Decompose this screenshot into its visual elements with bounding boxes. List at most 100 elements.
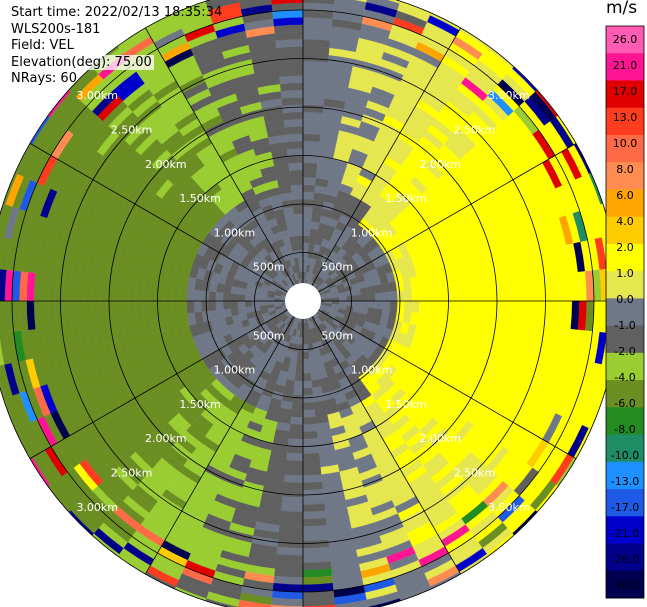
velocity-cell: [302, 510, 326, 520]
velocity-cell: [302, 53, 330, 63]
azimuth-spoke: [29, 143, 304, 302]
velocity-cell: [302, 31, 332, 41]
velocity-cell: [171, 287, 181, 302]
velocity-cell: [279, 517, 304, 527]
velocity-cell: [302, 445, 320, 454]
velocity-cell: [283, 111, 304, 121]
azimuth-spoke: [302, 300, 461, 575]
colorbar-tick-label: -6.0: [614, 397, 635, 410]
velocity-cell: [200, 290, 210, 302]
velocity-cell: [302, 467, 322, 476]
nrays-text: NRays: 60: [11, 71, 77, 86]
velocity-cell: [55, 300, 65, 328]
velocity-cell: [120, 281, 130, 302]
velocity-cell: [142, 284, 152, 302]
velocity-cell: [99, 300, 108, 323]
velocity-cell: [55, 274, 65, 302]
velocity-cell: [483, 281, 493, 302]
velocity-cell: [150, 300, 159, 318]
colorbar-tick-label: 4.0: [616, 215, 634, 228]
velocity-cell: [135, 300, 144, 319]
velocity-cell: [425, 287, 435, 302]
velocity-cell: [281, 496, 304, 505]
colorbar-tick-label: 0.0: [616, 293, 634, 306]
velocity-cell: [299, 264, 304, 273]
range-ring-label: 3.00km: [488, 89, 530, 102]
velocity-cell: [382, 291, 391, 302]
velocity-cell: [278, 68, 304, 77]
velocity-cell: [309, 364, 319, 374]
velocity-cell: [476, 281, 486, 302]
range-ring-label: 3.00km: [76, 89, 118, 102]
velocity-cell: [331, 297, 340, 302]
colorbar-tick-label: -17.0: [611, 501, 639, 514]
velocity-cell: [354, 0, 368, 3]
range-ring-label: 1.50km: [179, 398, 221, 411]
velocity-cell: [62, 275, 72, 302]
velocity-cell: [99, 279, 108, 302]
velocity-cell: [302, 387, 314, 396]
range-ring-label: 2.50km: [111, 124, 153, 137]
range-ring-label: 1.00km: [214, 364, 256, 377]
colorbar-tick-label: -1.0: [614, 319, 635, 332]
velocity-cell: [157, 300, 166, 317]
velocity-cell: [230, 307, 240, 317]
velocity-cell: [285, 460, 304, 469]
velocity-cell: [274, 561, 304, 571]
velocity-cell: [244, 300, 253, 308]
velocity-cell: [490, 280, 500, 302]
velocity-cell: [302, 416, 317, 425]
colorbar-unit: m/s: [606, 0, 638, 18]
colorbar-swatch: [606, 489, 644, 517]
velocity-cell: [289, 169, 304, 179]
velocity-cell: [302, 68, 328, 77]
velocity-cell: [519, 300, 529, 325]
range-ring-label: 2.50km: [111, 466, 153, 479]
colorbar-tick-label: 1.0: [616, 267, 634, 280]
range-ring-label: 2.50km: [454, 124, 496, 137]
velocity-cell: [454, 300, 464, 318]
colorbar-swatch: [606, 216, 644, 245]
colorbar-tick-label: 13.0: [613, 111, 638, 124]
velocity-cell: [396, 290, 406, 302]
velocity-cell: [293, 380, 304, 389]
velocity-cell: [505, 278, 515, 302]
velocity-cell: [404, 289, 413, 302]
velocity-cell: [280, 503, 304, 513]
velocity-cell: [418, 287, 427, 302]
velocity-cell: [40, 300, 50, 329]
velocity-cell: [382, 300, 391, 311]
velocity-cell: [294, 373, 304, 382]
azimuth-spoke: [302, 300, 577, 459]
range-ring-label: 1.00km: [351, 226, 393, 239]
velocity-cell: [302, 46, 330, 56]
velocity-cell: [223, 308, 233, 318]
velocity-cell: [296, 242, 304, 251]
velocity-cell: [360, 300, 369, 309]
velocity-cell: [286, 452, 304, 462]
velocity-cell: [294, 220, 304, 229]
velocity-cell: [302, 438, 319, 447]
colorbar-tick-label: -8.0: [614, 423, 635, 436]
range-ring-label: 500m: [253, 329, 285, 342]
velocity-cell: [339, 296, 347, 302]
velocity-cell: [302, 568, 333, 578]
velocity-cell: [548, 274, 558, 302]
velocity-cell: [570, 300, 580, 331]
velocity-cell: [274, 31, 304, 41]
velocity-cell: [302, 517, 327, 527]
velocity-cell: [353, 300, 362, 308]
colorbar-tick-label: -4.0: [614, 371, 635, 384]
velocity-cell: [556, 273, 566, 302]
velocity-cell: [302, 488, 324, 498]
velocity-cell: [278, 525, 304, 534]
velocity-cell: [527, 300, 536, 326]
colorbar-swatch: [606, 162, 644, 190]
velocity-cell: [302, 177, 317, 186]
velocity-cell: [308, 357, 317, 367]
velocity-cell: [527, 276, 536, 302]
velocity-cell: [286, 140, 304, 150]
velocity-cell: [289, 177, 304, 186]
elevation-text: Elevation(deg): 75.00: [11, 54, 154, 70]
velocity-cell: [284, 126, 304, 135]
